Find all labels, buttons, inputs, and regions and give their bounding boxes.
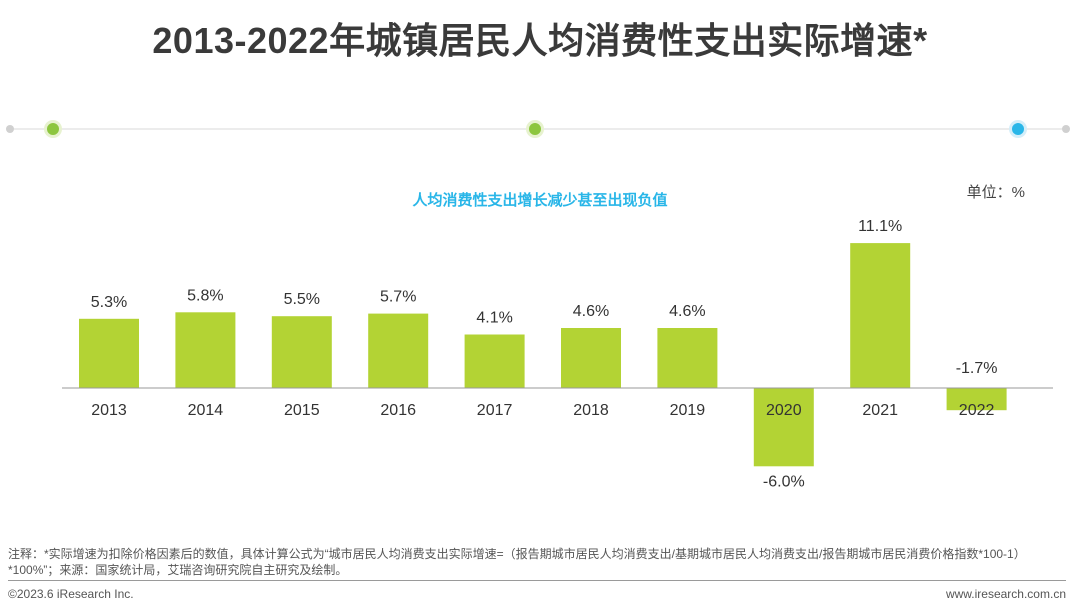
bar-2014 xyxy=(175,312,236,388)
data-label-2018: 4.6% xyxy=(573,303,609,320)
bar-2017 xyxy=(464,334,525,388)
x-tick-label-2013: 2013 xyxy=(91,402,127,419)
x-tick-label-2020: 2020 xyxy=(766,402,802,419)
data-label-2014: 5.8% xyxy=(187,287,223,304)
x-tick-label-2015: 2015 xyxy=(284,402,320,419)
x-tick-label-2017: 2017 xyxy=(477,402,513,419)
x-tick-label-2016: 2016 xyxy=(380,402,416,419)
x-tick-label-2019: 2019 xyxy=(670,402,706,419)
chart-subtitle: 人均消费性支出增长减少甚至出现负值 xyxy=(412,192,668,209)
unit-label: 单位：% xyxy=(966,184,1025,201)
data-label-2020: -6.0% xyxy=(763,473,805,490)
x-tick-label-2018: 2018 xyxy=(573,402,609,419)
data-label-2016: 5.7% xyxy=(380,289,416,306)
timeline-dot-right-core xyxy=(1012,123,1024,135)
data-label-2015: 5.5% xyxy=(284,291,320,308)
website-link[interactable]: www.iresearch.com.cn xyxy=(945,587,1066,601)
timeline-end-dot-left xyxy=(6,125,14,133)
bar-2019 xyxy=(657,328,718,388)
bar-2022 xyxy=(946,388,1007,411)
data-label-2019: 4.6% xyxy=(669,303,705,320)
footer-divider xyxy=(8,580,1066,581)
bar-2021 xyxy=(850,243,911,388)
x-tick-label-2014: 2014 xyxy=(188,402,224,419)
data-label-2017: 4.1% xyxy=(476,310,512,327)
x-tick-label-2021: 2021 xyxy=(862,402,898,419)
data-label-2021: 11.1% xyxy=(858,218,902,235)
bar-2015 xyxy=(271,316,332,388)
timeline-dot-left-core xyxy=(47,123,59,135)
bar-2016 xyxy=(368,313,429,388)
bar-2018 xyxy=(561,328,621,388)
timeline-decoration xyxy=(6,120,1070,138)
x-tick-label-2022: 2022 xyxy=(959,402,995,419)
footnote: 注释：*实际增速为扣除价格因素后的数值，具体计算公式为“城市居民人均消费支出实际… xyxy=(8,547,1026,577)
timeline-dot-center-core xyxy=(529,123,541,135)
bar-2020 xyxy=(753,388,814,467)
data-label-2013: 5.3% xyxy=(91,294,127,311)
bar-chart: 5.3% 2013 5.8% 2014 5.5% 2015 5.7% 2016 4.1% 2017… xyxy=(62,218,1053,490)
page-title: 2013-2022年城镇居民人均消费性支出实际增速* xyxy=(152,20,928,61)
copyright-text: ©2023.6 iResearch Inc. xyxy=(8,587,134,601)
data-label-2022: -1.7% xyxy=(956,360,998,377)
timeline-end-dot-right xyxy=(1062,125,1070,133)
bar-2013 xyxy=(79,318,139,388)
